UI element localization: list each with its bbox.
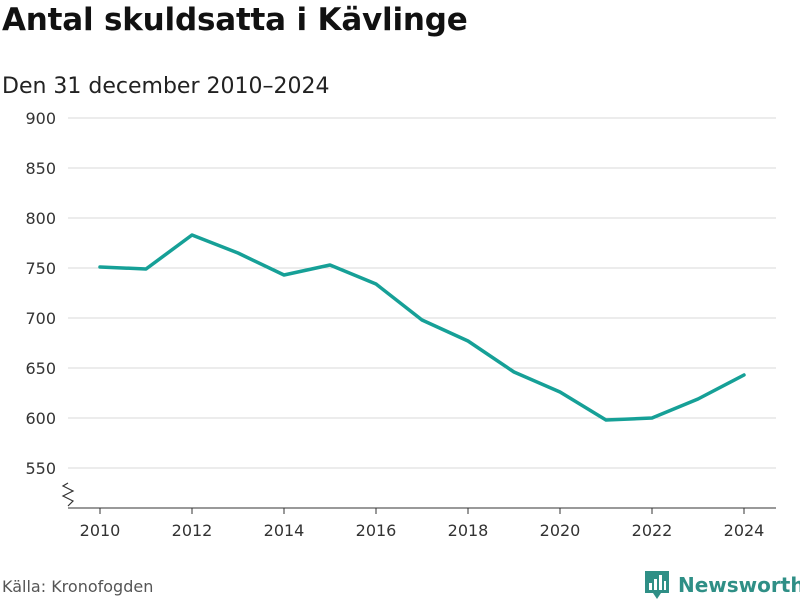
x-tick-label-2022: 2022 <box>632 521 673 540</box>
data-point-2023 <box>696 397 700 401</box>
data-point-2018 <box>466 339 470 343</box>
data-point-2015 <box>328 263 332 267</box>
brand-name: Newsworthy <box>678 573 800 597</box>
x-tick-label-2014: 2014 <box>264 521 305 540</box>
data-point-2012 <box>190 233 194 237</box>
data-point-2011 <box>144 267 148 271</box>
x-tick-label-2010: 2010 <box>80 521 121 540</box>
chart-title: Antal skuldsatta i Kävlinge <box>2 2 468 38</box>
x-tick-label-2016: 2016 <box>356 521 397 540</box>
grid-lines <box>68 117 776 469</box>
y-tick-label-650: 650 <box>25 359 56 378</box>
y-tick-label-850: 850 <box>25 159 56 178</box>
data-point-2016 <box>374 282 378 286</box>
source-note: Källa: Kronofogden <box>2 577 154 596</box>
y-tick-label-600: 600 <box>25 409 56 428</box>
data-point-2010 <box>98 265 102 269</box>
x-tick-label-2020: 2020 <box>540 521 581 540</box>
y-tick-label-700: 700 <box>25 309 56 328</box>
chart-subtitle: Den 31 december 2010–2024 <box>2 74 330 99</box>
data-point-2021 <box>604 418 608 422</box>
axis-break-mark <box>61 482 75 507</box>
x-tick-label-2024: 2024 <box>724 521 765 540</box>
x-tick-label-2018: 2018 <box>448 521 489 540</box>
y-axis-ticks: 550 600 650 700 750 800 850 900 <box>25 109 56 478</box>
data-point-2013 <box>236 251 240 255</box>
data-point-2019 <box>512 370 516 374</box>
data-point-2022 <box>650 416 654 420</box>
bar-chart-icon <box>645 571 669 599</box>
y-tick-label-900: 900 <box>25 109 56 128</box>
data-point-2017 <box>420 318 424 322</box>
x-tick-label-2012: 2012 <box>172 521 213 540</box>
y-tick-label-800: 800 <box>25 209 56 228</box>
x-axis: 2010 2012 2014 2016 2018 2020 2022 2024 <box>61 482 776 540</box>
series-line-0 <box>98 233 746 422</box>
brand-logo: Newsworthy <box>644 570 800 600</box>
data-point-2024 <box>742 373 746 377</box>
series-layer <box>98 233 746 422</box>
y-tick-label-550: 550 <box>25 459 56 478</box>
y-tick-label-750: 750 <box>25 259 56 278</box>
data-point-2014 <box>282 273 286 277</box>
data-point-2020 <box>558 390 562 394</box>
